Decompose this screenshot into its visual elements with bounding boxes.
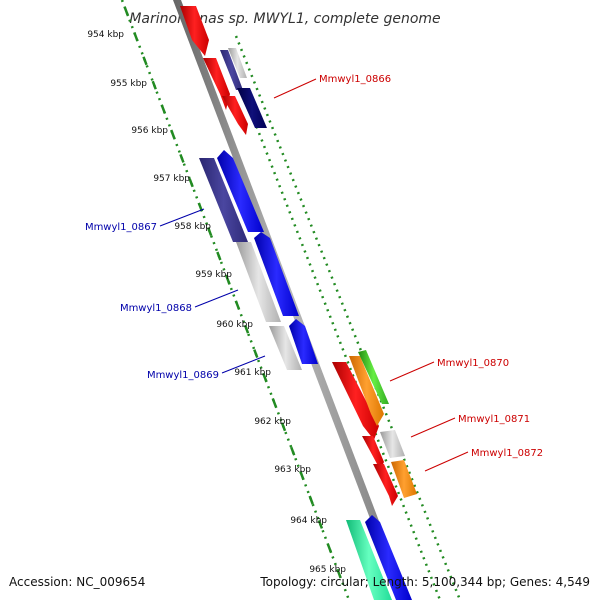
gene-feature-green[interactable]	[358, 350, 389, 404]
ruler-tick	[234, 300, 240, 310]
kbp-tick-label: 956 kbp	[131, 126, 168, 136]
kbp-tick-labels: 954 kbp 955 kbp 956 kbp 957 kbp 958 kbp 959 k…	[87, 30, 346, 575]
gene-feature-mmwyl1-0868[interactable]	[236, 242, 281, 322]
accession-text: Accession: NC_009654	[9, 575, 145, 589]
gene-feature-navy[interactable]	[237, 88, 267, 128]
gene-feature-mmwyl1-0870[interactable]	[332, 362, 379, 440]
ruler-line	[120, 0, 351, 600]
ruler-tick	[142, 56, 148, 66]
ruler-tick	[262, 373, 268, 383]
ruler-line	[234, 35, 462, 600]
genome-stats-text: Topology: circular; Length: 5,100,344 bp…	[259, 575, 590, 589]
ruler-tick	[299, 471, 305, 481]
gene-labels: Mmwyl1_0866 Mmwyl1_0867 Mmwyl1_0868 Mmwy…	[85, 74, 543, 459]
ruler-line	[252, 119, 442, 600]
kbp-tick-label: 961 kbp	[234, 368, 271, 378]
gene-label-mmwyl1-0869[interactable]: Mmwyl1_0869	[147, 370, 219, 381]
gene-features	[180, 6, 417, 600]
gene-feature-mmwyl1-0872[interactable]	[391, 460, 417, 498]
ruler-tick	[133, 31, 139, 41]
kbp-tick-label: 959 kbp	[195, 270, 232, 280]
kbp-tick-label: 957 kbp	[153, 174, 190, 184]
gene-feature-blue[interactable]	[217, 150, 264, 232]
gene-feature-blue[interactable]	[220, 50, 243, 90]
gene-feature-blue[interactable]	[289, 319, 318, 364]
ruler-tick	[151, 80, 157, 90]
gene-label-mmwyl1-0867[interactable]: Mmwyl1_0867	[85, 222, 157, 233]
ruler-tick	[206, 227, 213, 237]
outer-dotted-ruler	[252, 119, 442, 600]
ruler-tick	[179, 153, 185, 163]
gene-feature-mmwyl1-0871[interactable]	[380, 430, 405, 458]
ruler-tick	[160, 105, 167, 115]
kbp-tick-label: 963 kbp	[274, 465, 311, 475]
ruler-tick	[123, 7, 130, 17]
gene-feature-teal[interactable]	[346, 520, 392, 600]
kbp-tick-label: 965 kbp	[309, 565, 346, 575]
gene-feature-red[interactable]	[222, 96, 248, 135]
ruler-tick	[280, 422, 287, 432]
ruler-tick	[225, 275, 231, 285]
kbp-tick-label: 962 kbp	[254, 417, 291, 427]
ruler-tick	[216, 251, 222, 261]
kbp-ruler	[120, 0, 351, 600]
ruler-tick	[317, 519, 324, 529]
inner-dotted-ruler	[234, 35, 462, 600]
map-title: Marinomonas sp. MWYL1, complete genome	[129, 11, 440, 27]
gene-feature-red[interactable]	[373, 464, 398, 506]
kbp-tick-label: 954 kbp	[87, 30, 124, 40]
ruler-tick	[336, 568, 342, 578]
gene-feature-blue[interactable]	[254, 232, 299, 316]
gene-feature-red[interactable]	[362, 436, 384, 470]
gene-label-mmwyl1-0872[interactable]: Mmwyl1_0872	[471, 448, 543, 459]
label-connectors	[159, 78, 469, 472]
ruler-tick	[188, 178, 194, 188]
ruler-tick	[271, 397, 277, 407]
kbp-tick-label: 964 kbp	[290, 516, 327, 526]
gene-feature-orange[interactable]	[349, 356, 384, 426]
kbp-tick-label: 960 kbp	[216, 320, 253, 330]
gene-feature-mmwyl1-0869[interactable]	[269, 326, 302, 370]
kbp-tick-label: 958 kbp	[174, 222, 211, 232]
gene-feature-gray[interactable]	[228, 48, 247, 78]
gene-label-mmwyl1-0866[interactable]: Mmwyl1_0866	[319, 74, 391, 85]
gene-label-mmwyl1-0868[interactable]: Mmwyl1_0868	[120, 303, 192, 314]
ruler-tick	[326, 544, 333, 554]
gene-feature-mmwyl1-0867[interactable]	[199, 158, 248, 242]
gene-label-mmwyl1-0871[interactable]: Mmwyl1_0871	[458, 414, 530, 425]
gene-feature-blue[interactable]	[365, 515, 412, 600]
ruler-tick	[243, 324, 250, 334]
ruler-tick	[253, 349, 259, 359]
ruler-tick	[170, 129, 176, 139]
gene-feature-red[interactable]	[180, 6, 209, 56]
ruler-tick	[290, 446, 296, 456]
kbp-tick-label: 955 kbp	[110, 79, 147, 89]
gene-label-mmwyl1-0870[interactable]: Mmwyl1_0870	[437, 358, 509, 369]
ruler-tick	[308, 495, 314, 505]
